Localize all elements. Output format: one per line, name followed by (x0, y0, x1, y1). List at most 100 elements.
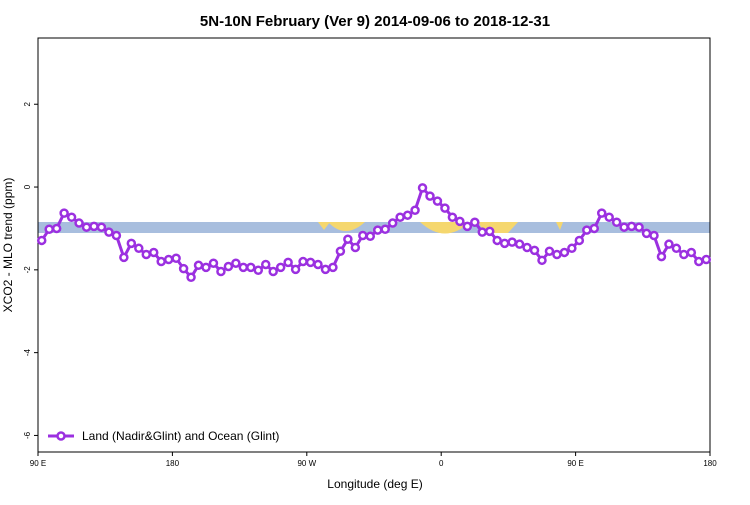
data-point (582, 225, 592, 235)
data-point (335, 246, 346, 256)
data-point (141, 249, 152, 260)
y-tick-label: -6 (23, 431, 32, 439)
data-point (268, 266, 278, 277)
data-point (477, 227, 488, 237)
data-point (178, 263, 189, 274)
x-axis-label: Longitude (deg E) (327, 477, 422, 491)
data-point (514, 239, 525, 249)
data-point (111, 230, 122, 241)
data-point (686, 247, 697, 258)
data-point (529, 245, 540, 256)
data-point (440, 203, 450, 213)
data-point (365, 231, 376, 242)
data-point (372, 225, 383, 235)
data-point (589, 223, 600, 234)
x-tick-label: 90 E (30, 459, 46, 468)
data-point (253, 265, 264, 276)
y-axis-label: XCO2 - MLO trend (ppm) (1, 178, 15, 313)
data-point (462, 221, 473, 232)
data-point (208, 258, 219, 268)
legend-label: Land (Nadir&Glint) and Ocean (Glint) (82, 429, 279, 443)
data-point (126, 238, 137, 249)
data-point (626, 221, 637, 232)
data-point (664, 239, 674, 249)
y-tick-label: -2 (23, 266, 32, 274)
data-point (641, 228, 652, 239)
data-point (320, 264, 331, 275)
data-point (358, 230, 368, 241)
y-tick-label: 2 (23, 101, 32, 106)
land-patch (318, 222, 330, 230)
data-point (544, 246, 555, 256)
data-point (305, 257, 316, 268)
data-point (694, 256, 704, 267)
data-point (36, 235, 47, 246)
data-point (119, 252, 129, 263)
data-point (507, 237, 517, 247)
data-point (260, 259, 271, 270)
data-point (290, 264, 301, 275)
x-tick-label: 180 (166, 459, 180, 468)
data-point (499, 238, 510, 249)
data-point (567, 243, 577, 254)
data-point (604, 212, 614, 223)
data-point (484, 226, 495, 237)
data-point (328, 262, 338, 273)
data-point (679, 249, 689, 260)
land-patch (328, 222, 365, 231)
data-point (402, 210, 413, 220)
data-point (701, 254, 712, 265)
data-point (74, 218, 84, 228)
data-point (492, 235, 502, 246)
data-point (134, 243, 144, 254)
data-point (231, 258, 241, 268)
data-point (387, 218, 398, 228)
data-point (611, 217, 622, 227)
y-tick-label: -4 (23, 349, 32, 357)
data-point (298, 256, 308, 267)
data-point (522, 242, 532, 253)
data-point (313, 259, 323, 270)
data-point (148, 247, 159, 258)
data-point (425, 191, 435, 201)
x-tick-label: 180 (703, 459, 717, 468)
data-point (89, 221, 99, 232)
data-point (44, 224, 54, 235)
data-point (410, 205, 420, 215)
data-point (104, 227, 114, 237)
plot-frame (37, 37, 711, 453)
data-point (470, 217, 480, 227)
data-point (51, 223, 62, 234)
data-point (350, 242, 361, 253)
data-point (432, 196, 443, 206)
data-point (156, 256, 166, 267)
data-point (634, 222, 644, 232)
data-point (171, 253, 181, 263)
data-point (455, 216, 465, 227)
data-point (59, 208, 69, 218)
data-point (671, 243, 682, 254)
data-point (246, 262, 256, 273)
data-point (275, 262, 286, 273)
data-point (283, 257, 293, 268)
data-point (537, 255, 547, 266)
y-tick-label: 0 (23, 184, 32, 189)
chart-title: 5N-10N February (Ver 9) 2014-09-06 to 20… (200, 13, 550, 30)
x-tick-label: 0 (439, 459, 444, 468)
data-point (66, 212, 77, 223)
data-point (447, 212, 458, 223)
data-point (163, 254, 174, 265)
data-point (238, 262, 249, 273)
data-point (574, 235, 585, 246)
data-point (343, 234, 353, 244)
data-point (552, 249, 562, 260)
data-point (81, 222, 92, 232)
x-tick-label: 90 E (567, 459, 583, 468)
data-point (186, 272, 196, 283)
data-point (193, 260, 204, 271)
legend-marker (56, 431, 66, 441)
data-point (656, 251, 667, 262)
data-point (223, 261, 234, 272)
data-point (596, 208, 607, 218)
